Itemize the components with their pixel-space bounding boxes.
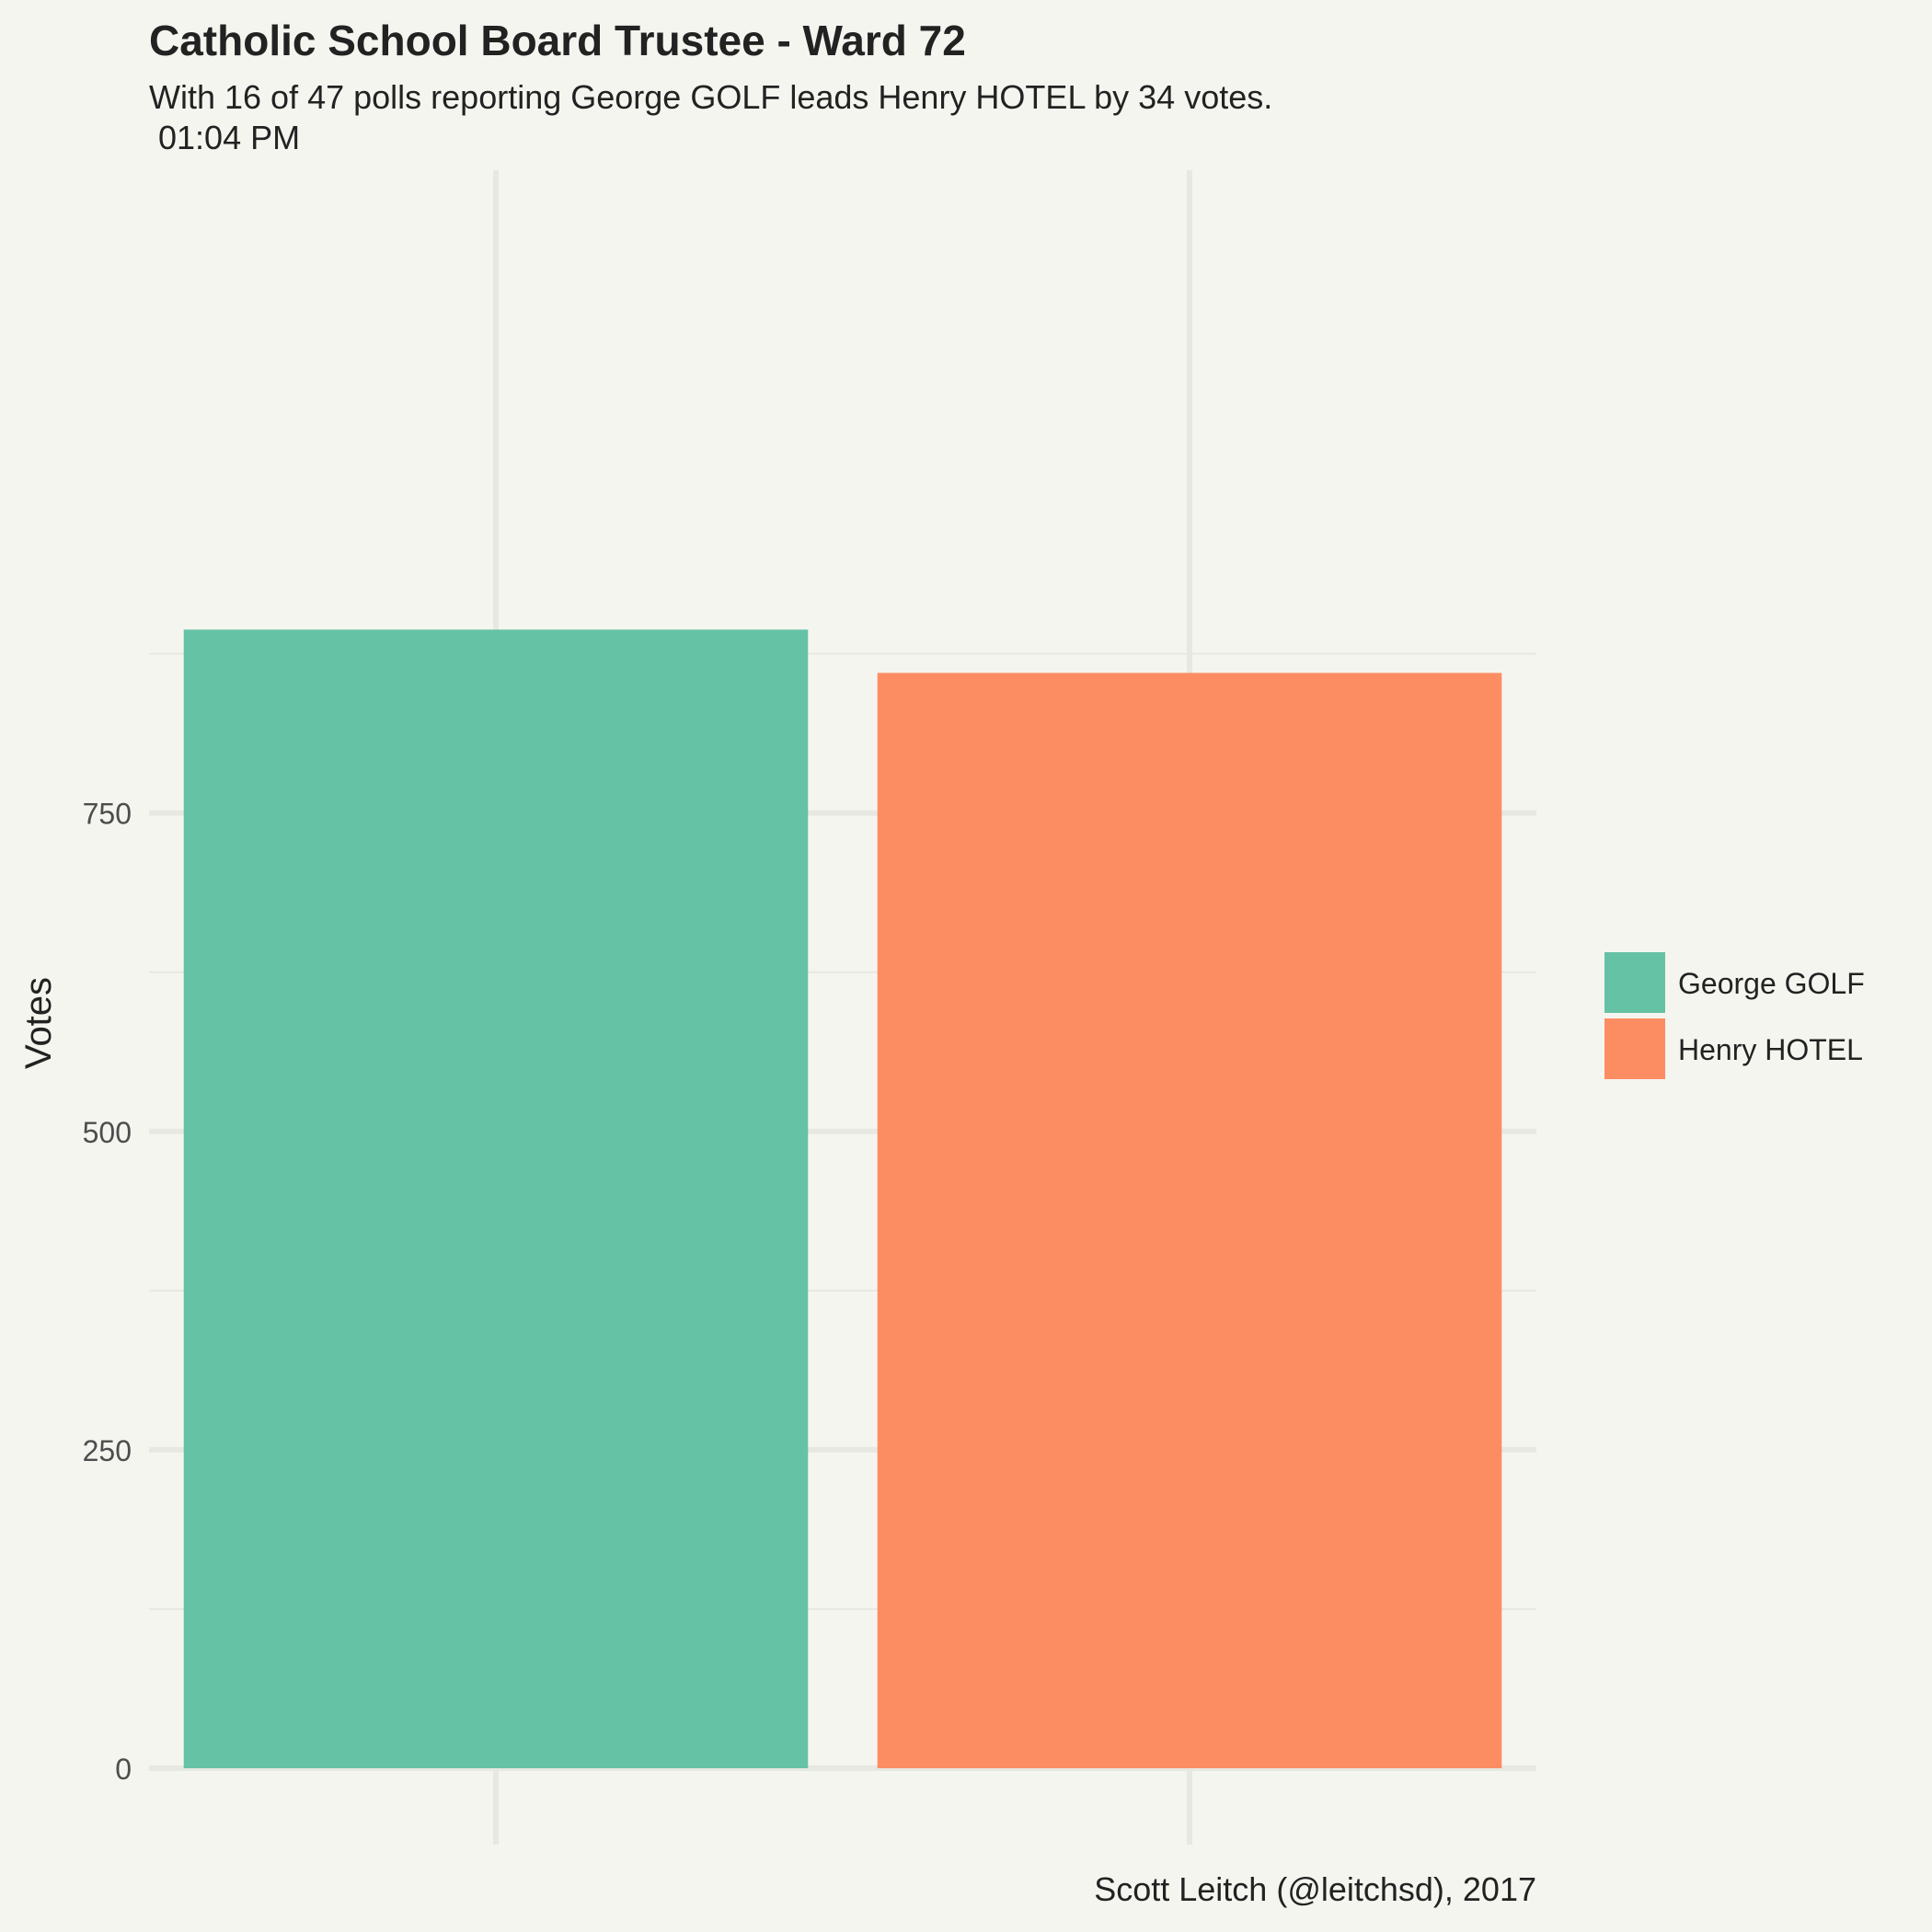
y-tick-label: 0 [115, 1753, 132, 1786]
legend-key [1604, 952, 1665, 1013]
bar-henry-hotel [877, 673, 1502, 1768]
y-tick-label: 500 [83, 1116, 132, 1149]
chart-timestamp: 01:04 PM [149, 119, 300, 156]
legend: George GOLF Henry HOTEL [1604, 952, 1865, 1079]
y-axis-title: Votes [18, 977, 59, 1069]
y-axis-ticks: 0 250 500 750 [83, 798, 132, 1786]
chart-title: Catholic School Board Trustee - Ward 72 [149, 17, 966, 64]
chart-caption: Scott Leitch (@leitchsd), 2017 [1094, 1870, 1536, 1908]
y-tick-label: 750 [83, 798, 132, 831]
legend-label: Henry HOTEL [1678, 1033, 1863, 1066]
bar-george-golf [183, 629, 809, 1768]
chart-subtitle: With 16 of 47 polls reporting George GOL… [149, 78, 1272, 116]
legend-key [1604, 1018, 1665, 1079]
bars [183, 629, 1502, 1768]
y-tick-label: 250 [83, 1434, 132, 1467]
legend-label: George GOLF [1678, 967, 1865, 1000]
